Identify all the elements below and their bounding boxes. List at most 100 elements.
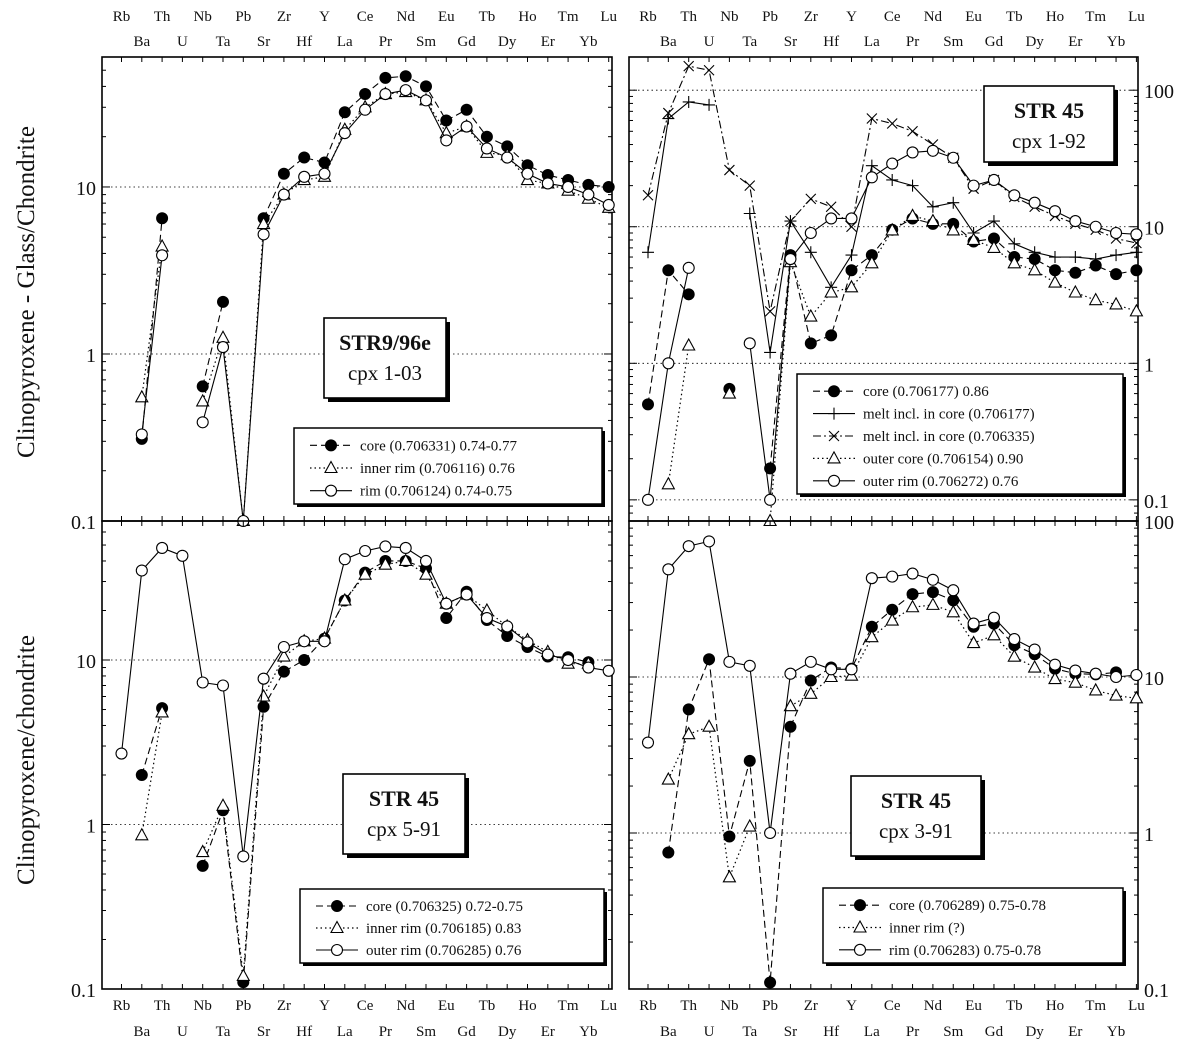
legend-marker bbox=[828, 407, 840, 420]
data-point bbox=[946, 222, 961, 236]
series-3 bbox=[641, 535, 1143, 840]
data-point bbox=[277, 640, 290, 654]
data-point bbox=[947, 584, 960, 597]
data-point bbox=[115, 747, 128, 760]
data-point bbox=[925, 213, 940, 227]
bottom-left-tick-th: Th bbox=[154, 998, 171, 1014]
top-left-tick-hf: Hf bbox=[296, 34, 312, 50]
data-point bbox=[358, 567, 373, 580]
bottom-left-tick-nd: Nd bbox=[397, 998, 416, 1014]
top-right-tick-pb: Pb bbox=[762, 9, 778, 25]
data-point bbox=[602, 664, 615, 677]
legend-marker bbox=[324, 484, 338, 497]
data-point bbox=[681, 337, 696, 351]
data-point bbox=[905, 599, 920, 613]
data-point bbox=[196, 380, 209, 393]
data-point bbox=[743, 754, 756, 767]
top-left-tick-ho: Ho bbox=[518, 9, 536, 25]
y-tick-label: 100 bbox=[1144, 512, 1174, 534]
chart-panel: 0.1 1 10 100 STR 45 cpx 3-91 core (0.706289) 0… bbox=[628, 512, 1174, 1002]
data-point bbox=[805, 193, 817, 205]
data-point bbox=[1089, 253, 1102, 266]
top-left-tick-ce: Ce bbox=[357, 9, 374, 25]
top-left-tick-dy: Dy bbox=[498, 34, 517, 50]
legend-marker bbox=[827, 450, 841, 464]
legend bbox=[299, 888, 605, 964]
series-3 bbox=[135, 84, 615, 528]
top-left-tick-ba: Ba bbox=[133, 34, 150, 50]
legend bbox=[293, 427, 603, 505]
data-point bbox=[825, 663, 838, 676]
series-line bbox=[790, 604, 1137, 707]
data-point bbox=[440, 612, 453, 625]
data-point bbox=[642, 189, 654, 201]
data-point bbox=[825, 212, 838, 225]
bottom-left-tick-la: La bbox=[337, 1024, 353, 1040]
data-point bbox=[1028, 246, 1041, 259]
data-point bbox=[1069, 251, 1082, 264]
data-point bbox=[379, 540, 392, 553]
data-point bbox=[135, 428, 148, 441]
top-right-tick-er: Er bbox=[1068, 34, 1082, 50]
data-point bbox=[1048, 658, 1062, 671]
top-left-tick-lu: Lu bbox=[600, 9, 617, 25]
data-point bbox=[784, 720, 797, 733]
legend-entry: outer rim (0.706285) 0.76 bbox=[366, 943, 522, 959]
data-point bbox=[196, 859, 209, 872]
legend-entry: rim (0.706124) 0.74-0.75 bbox=[360, 484, 512, 500]
bottom-right-tick-pr: Pr bbox=[906, 1024, 919, 1040]
data-point bbox=[1049, 251, 1061, 264]
legend-marker bbox=[828, 430, 840, 442]
bottom-left-tick-sm: Sm bbox=[416, 1024, 436, 1040]
data-point bbox=[1089, 667, 1102, 680]
data-point bbox=[783, 698, 798, 712]
data-point bbox=[886, 118, 898, 129]
bottom-right-tick-nb: Nb bbox=[720, 998, 738, 1014]
data-point bbox=[1069, 664, 1082, 677]
data-point bbox=[987, 215, 1000, 228]
data-point bbox=[845, 249, 858, 262]
data-point bbox=[216, 341, 230, 354]
data-point bbox=[1110, 249, 1123, 262]
sample-subtitle: cpx 1-92 bbox=[1012, 129, 1086, 153]
data-point bbox=[1130, 246, 1143, 259]
data-point bbox=[257, 228, 270, 241]
y-tick-label: 100 bbox=[1144, 81, 1174, 103]
data-point bbox=[196, 676, 209, 689]
top-right-tick-tm: Tm bbox=[1085, 9, 1106, 25]
top-right-tick-ho: Ho bbox=[1046, 9, 1064, 25]
data-point bbox=[501, 151, 514, 164]
data-point bbox=[804, 226, 817, 240]
data-point bbox=[298, 170, 311, 183]
y-tick-label: 1 bbox=[86, 345, 96, 367]
data-point bbox=[1110, 670, 1123, 684]
y-tick-label: 0.1 bbox=[71, 512, 96, 534]
data-point bbox=[480, 142, 493, 155]
top-right-tick-y: Y bbox=[846, 9, 857, 25]
data-point bbox=[662, 563, 675, 576]
data-point bbox=[460, 588, 473, 601]
y-tick-label: 1 bbox=[1144, 354, 1154, 376]
data-point bbox=[379, 71, 392, 84]
data-point bbox=[804, 337, 817, 350]
data-point bbox=[907, 125, 918, 137]
top-right-tick-gd: Gd bbox=[985, 34, 1004, 50]
data-point bbox=[764, 346, 777, 359]
chart-panel: 0.1 1 10 STR 45 cpx 5-91 core (0.706325) 0.72… bbox=[71, 520, 615, 1002]
data-point bbox=[582, 661, 595, 674]
data-point bbox=[845, 212, 858, 225]
data-point bbox=[906, 146, 919, 159]
top-left-tick-tb: Tb bbox=[479, 9, 496, 25]
data-point bbox=[662, 357, 675, 370]
data-point bbox=[602, 198, 615, 212]
y-tick-label: 0.1 bbox=[71, 980, 96, 1002]
bottom-right-tick-lu: Lu bbox=[1128, 998, 1145, 1014]
data-point bbox=[926, 573, 939, 586]
top-right-tick-ta: Ta bbox=[742, 34, 757, 50]
top-left-tick-zr: Zr bbox=[277, 9, 291, 25]
data-point bbox=[661, 771, 676, 785]
plot-frame bbox=[101, 520, 613, 990]
data-point bbox=[1069, 215, 1082, 228]
data-point bbox=[156, 212, 169, 225]
legend-marker bbox=[853, 943, 867, 956]
